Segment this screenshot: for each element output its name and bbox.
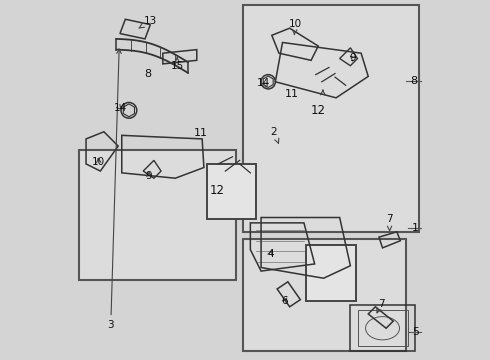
Text: 12: 12 <box>209 184 224 197</box>
Bar <box>79 150 236 280</box>
Text: 11: 11 <box>285 89 299 99</box>
Text: 15: 15 <box>171 58 184 71</box>
Bar <box>306 245 356 301</box>
Text: 12: 12 <box>311 104 326 117</box>
Text: 13: 13 <box>139 15 157 28</box>
Text: 5: 5 <box>412 327 419 337</box>
Text: 8: 8 <box>144 69 151 79</box>
Text: 11: 11 <box>194 128 207 138</box>
Bar <box>243 5 419 232</box>
Text: 9: 9 <box>350 53 356 63</box>
Text: 2: 2 <box>270 127 279 143</box>
Text: 7: 7 <box>377 299 385 313</box>
Text: 7: 7 <box>386 214 392 231</box>
Text: 6: 6 <box>281 296 288 306</box>
Text: 10: 10 <box>289 19 302 35</box>
Text: 14: 14 <box>256 78 270 89</box>
Text: 14: 14 <box>114 103 127 113</box>
Text: 10: 10 <box>92 157 105 167</box>
Bar <box>243 239 406 351</box>
Text: 9: 9 <box>146 171 152 181</box>
Text: 3: 3 <box>107 49 121 330</box>
Text: 4: 4 <box>267 249 274 259</box>
Text: 1: 1 <box>412 223 419 233</box>
Bar <box>207 164 256 219</box>
Text: 8: 8 <box>411 76 417 86</box>
